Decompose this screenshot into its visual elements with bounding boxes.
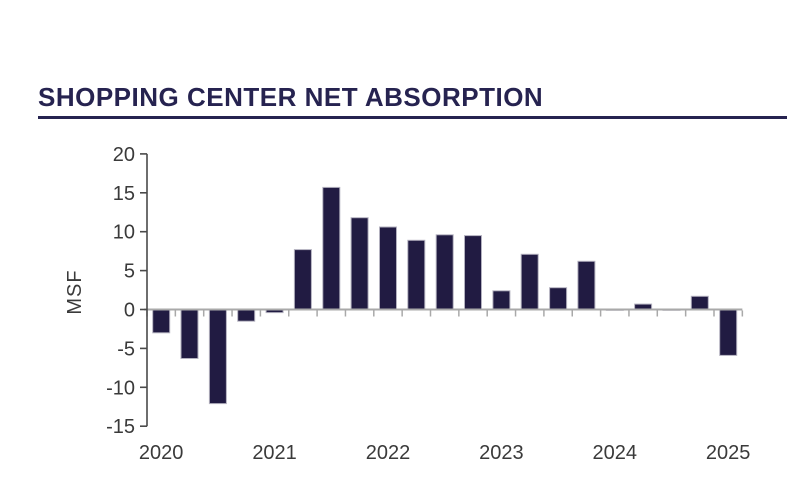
bar-2021-Q2	[293, 249, 312, 311]
y-tick-label-20: 20	[113, 144, 135, 166]
y-tick-label-10: 10	[113, 222, 135, 244]
y-tick-label--10: -10	[106, 377, 135, 399]
bar-2020-Q1	[152, 309, 171, 334]
bar-2023-Q4	[577, 260, 596, 310]
bar-2022-Q2	[407, 239, 426, 310]
bar-2023-Q2	[520, 253, 539, 311]
x-tick-label-2024: 2024	[593, 442, 638, 464]
y-tick-label-5: 5	[124, 261, 135, 283]
x-tick-label-2021: 2021	[252, 442, 297, 464]
chart-title: SHOPPING CENTER NET ABSORPTION	[38, 82, 544, 112]
y-tick-label--5: -5	[117, 338, 135, 360]
y-tick-label-15: 15	[113, 183, 135, 205]
x-tick-label-2020: 2020	[139, 442, 184, 464]
bar-2023-Q1	[492, 290, 511, 310]
x-tick-label-2022: 2022	[366, 442, 411, 464]
bar-2020-Q3	[208, 309, 227, 405]
bar-2024-Q4	[690, 295, 709, 310]
y-tick-label-0: 0	[124, 300, 135, 322]
y-axis-title: MSF	[64, 269, 86, 314]
bar-2022-Q3	[435, 234, 454, 310]
bar-2025-Q1	[719, 309, 738, 356]
title-underline	[38, 116, 787, 119]
bar-2022-Q4	[464, 235, 482, 311]
x-tick-label-2023: 2023	[479, 442, 524, 464]
bar-2021-Q4	[350, 217, 369, 310]
y-tick-label--15: -15	[106, 416, 135, 438]
x-tick-label-2025: 2025	[706, 442, 751, 464]
bar-2021-Q3	[322, 186, 341, 310]
bar-2022-Q1	[379, 226, 397, 310]
bar-2020-Q4	[237, 309, 256, 322]
bar-2020-Q2	[180, 309, 199, 359]
bar-2023-Q3	[549, 287, 568, 311]
